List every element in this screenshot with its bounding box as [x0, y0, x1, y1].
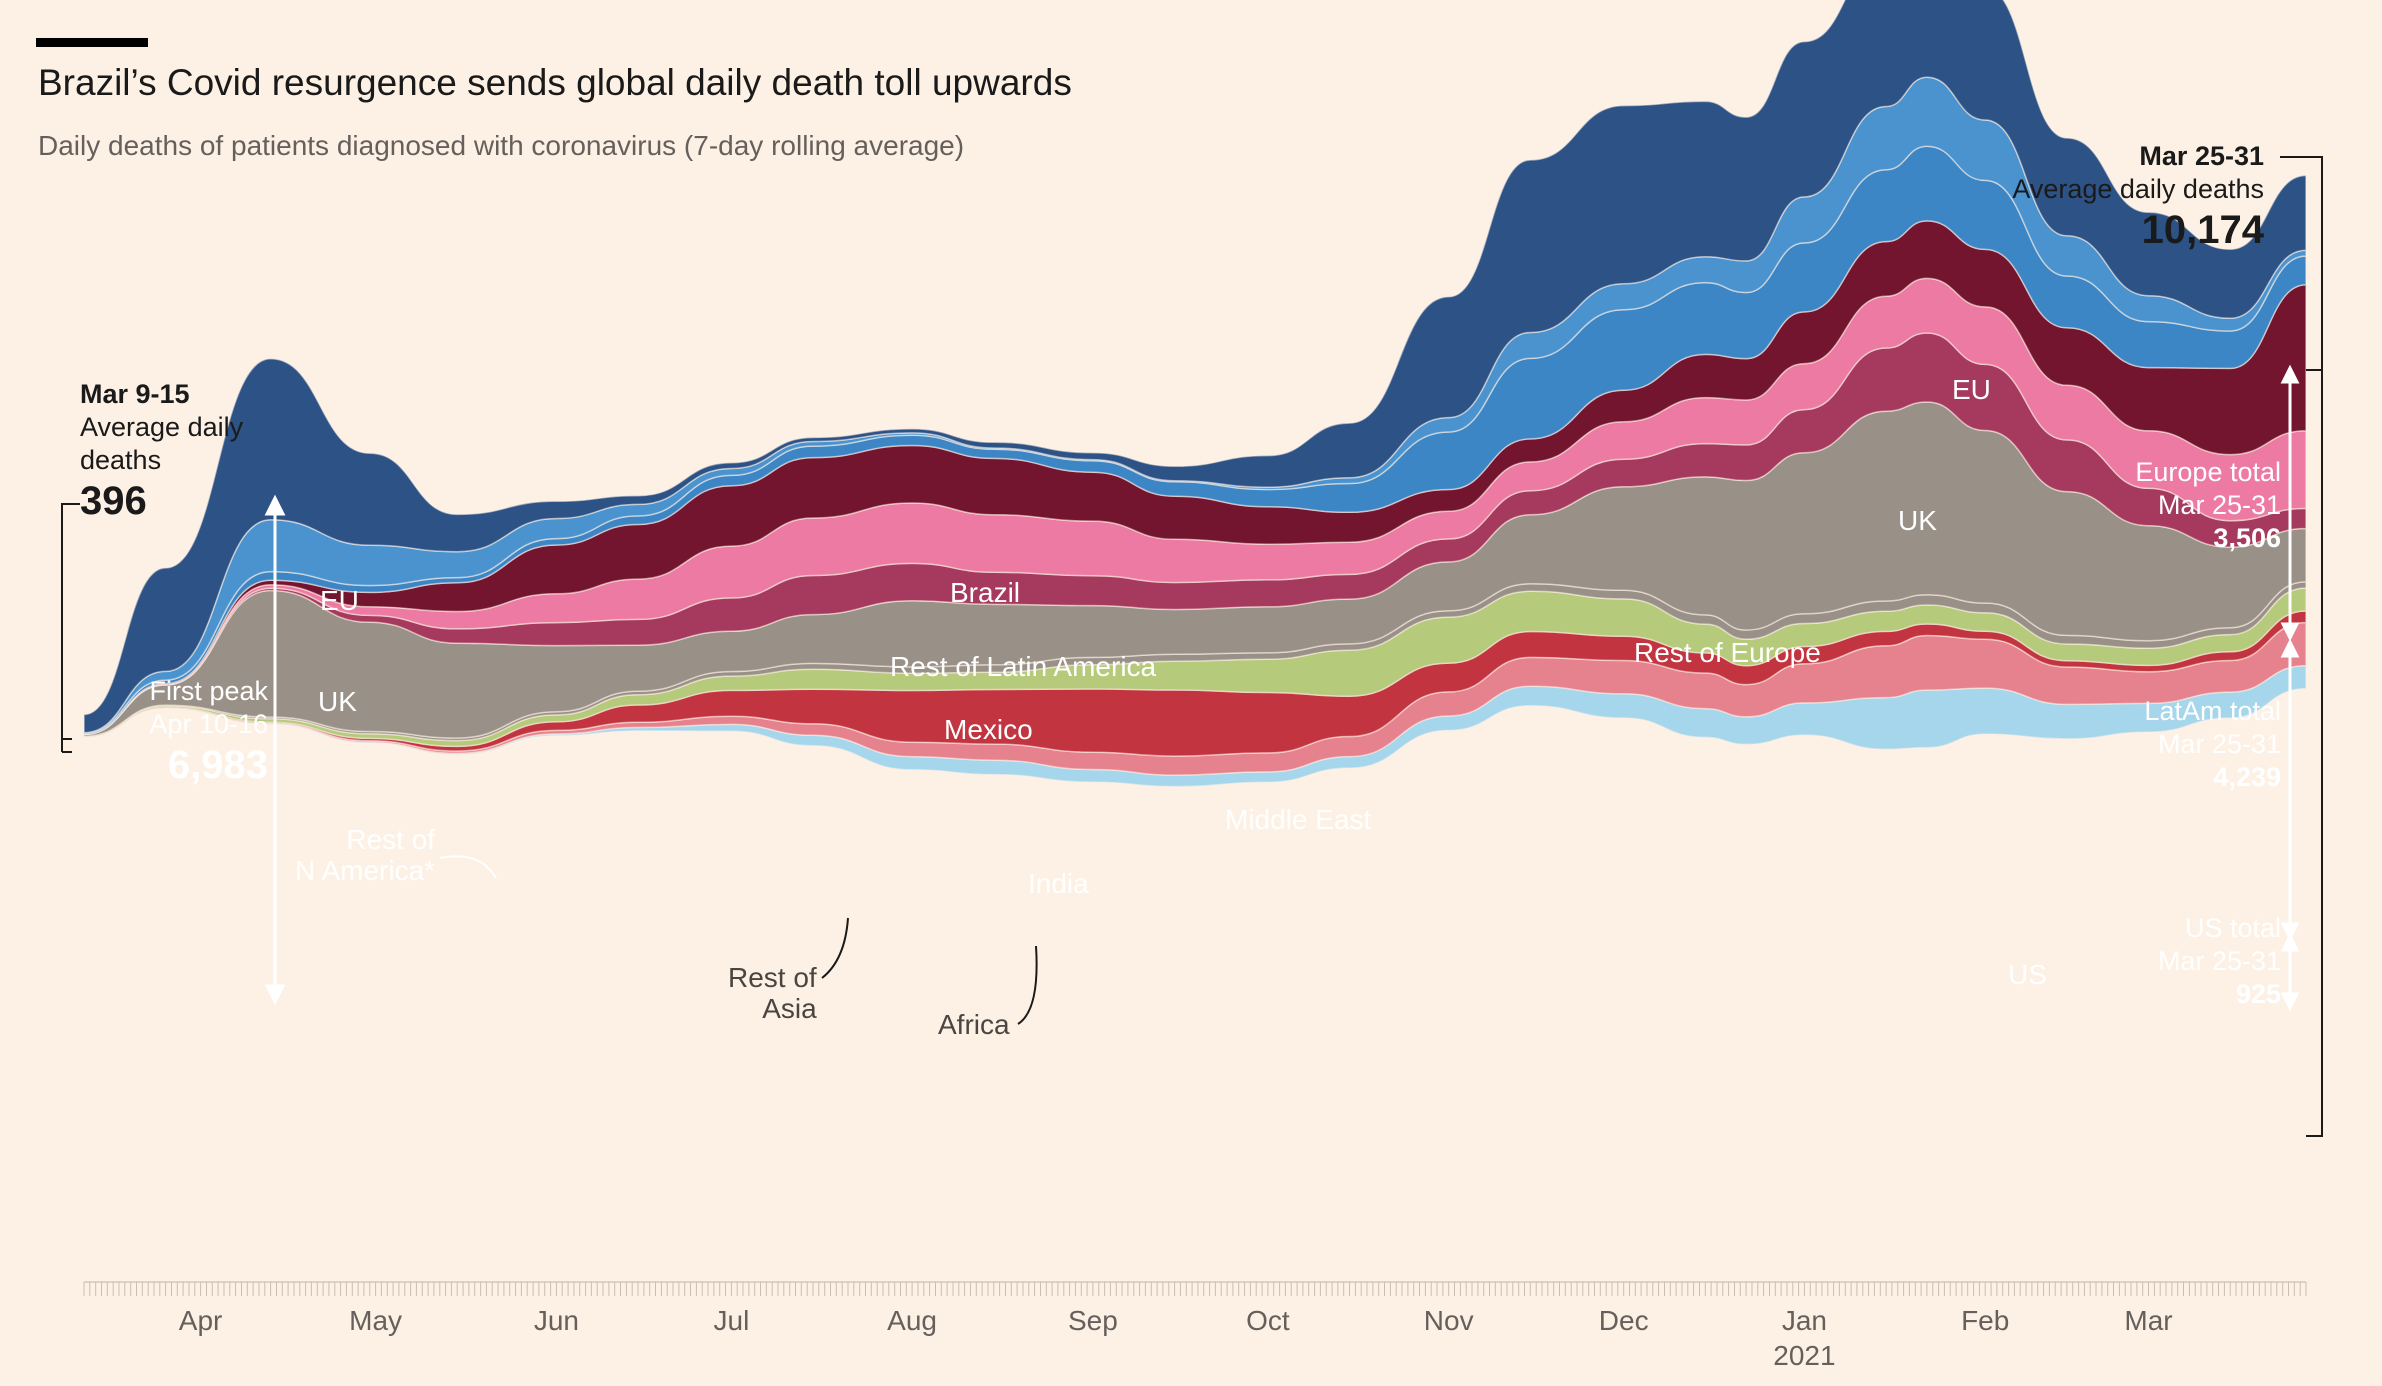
- end-date: Mar 25-31: [2139, 141, 2264, 171]
- chart-subtitle: Daily deaths of patients diagnosed with …: [38, 130, 965, 161]
- x-tick-label: Mar: [2124, 1305, 2173, 1336]
- start-label-2: deaths: [80, 445, 162, 475]
- start-annotation: Mar 9-15 Average daily deaths 396: [80, 378, 243, 525]
- rest-asia-line-2: Asia: [762, 993, 817, 1024]
- africa-leader: [1017, 945, 1038, 1025]
- latam-date: Mar 25-31: [2157, 729, 2281, 759]
- label-us: US: [2008, 959, 2047, 990]
- peak-value: 6,983: [167, 743, 268, 787]
- start-bracket: [61, 503, 80, 753]
- peak-annotation: First peak Apr 10-16 6,983: [132, 675, 268, 789]
- end-value: 10,174: [2141, 208, 2264, 252]
- us-annotation: US total Mar 25-31 925: [2158, 912, 2281, 1011]
- streams: [83, 0, 2307, 788]
- rest-n-america-line-1: Rest of: [346, 824, 436, 855]
- x-tick-label: May: [349, 1305, 403, 1336]
- annotation-arrows: [264, 364, 2300, 1012]
- label-rest-of-europe: Rest of Europe: [1634, 637, 1821, 668]
- latam-value: 4,239: [2213, 762, 2281, 792]
- x-tick-label: Feb: [1961, 1305, 2010, 1336]
- label-rest-asia: Rest of Asia: [728, 962, 817, 1024]
- latam-annotation: LatAm total Mar 25-31 4,239: [2144, 695, 2281, 794]
- label-brazil: Brazil: [950, 577, 1021, 608]
- x-tick-label: Dec: [1598, 1305, 1649, 1336]
- rest-n-america-line-2: N America*: [295, 855, 436, 886]
- x-tick-label: Apr: [178, 1305, 223, 1336]
- europe-annotation: Europe total Mar 25-31 3,506: [2135, 456, 2281, 555]
- europe-date: Mar 25-31: [2157, 490, 2281, 520]
- label-eu-right: EU: [1952, 374, 1991, 405]
- us-label: US total: [2184, 913, 2281, 943]
- end-bracket: [2280, 156, 2323, 1137]
- end-annotation: Mar 25-31 Average daily deaths 10,174: [2012, 140, 2264, 254]
- title-bar: [36, 38, 148, 47]
- rest-asia-line-1: Rest of: [728, 962, 817, 993]
- chart-title: Brazil’s Covid resurgence sends global d…: [38, 62, 1072, 103]
- peak-label-2: Apr 10-16: [149, 709, 268, 739]
- latam-label: LatAm total: [2144, 696, 2281, 726]
- x-tick-label: Jul: [713, 1305, 750, 1336]
- rest-asia-leader: [821, 917, 849, 979]
- label-africa: Africa: [938, 1009, 1010, 1040]
- rest-n-america-leader: [439, 855, 497, 879]
- start-date: Mar 9-15: [80, 379, 190, 409]
- stream-eu: [83, 0, 2307, 734]
- x-tick-label: Jan: [1781, 1305, 1827, 1336]
- label-eu-left: EU: [320, 585, 359, 616]
- x-tick-label: Nov: [1423, 1305, 1474, 1336]
- start-value: 396: [80, 479, 147, 523]
- start-label-1: Average daily: [80, 412, 244, 442]
- label-rest-n-america: Rest of N America*: [295, 824, 435, 886]
- label-india: India: [1028, 868, 1089, 899]
- x-tick-label: Sep: [1067, 1305, 1118, 1336]
- us-value: 925: [2235, 979, 2281, 1009]
- label-mexico: Mexico: [944, 714, 1033, 745]
- axis-minor-ticks: [83, 1282, 2307, 1296]
- europe-label: Europe total: [2135, 457, 2281, 487]
- label-uk-right: UK: [1898, 505, 1937, 536]
- peak-label-1: First peak: [149, 676, 268, 706]
- x-tick-label: Jun: [533, 1305, 579, 1336]
- x-tick-label: Oct: [1246, 1305, 1290, 1336]
- us-date: Mar 25-31: [2157, 946, 2281, 976]
- label-uk-left: UK: [318, 686, 357, 717]
- leader-lines: [439, 855, 1038, 1025]
- end-label: Average daily deaths: [2012, 174, 2264, 204]
- label-middle-east: Middle East: [1225, 804, 1372, 835]
- x-tick-label: Aug: [887, 1305, 938, 1336]
- x-axis: [83, 1281, 2307, 1296]
- x-tick-year: 2021: [1773, 1340, 1836, 1371]
- annotation-brackets: [61, 156, 2323, 1137]
- label-rest-latam: Rest of Latin America: [890, 651, 1157, 682]
- europe-value: 3,506: [2213, 523, 2281, 553]
